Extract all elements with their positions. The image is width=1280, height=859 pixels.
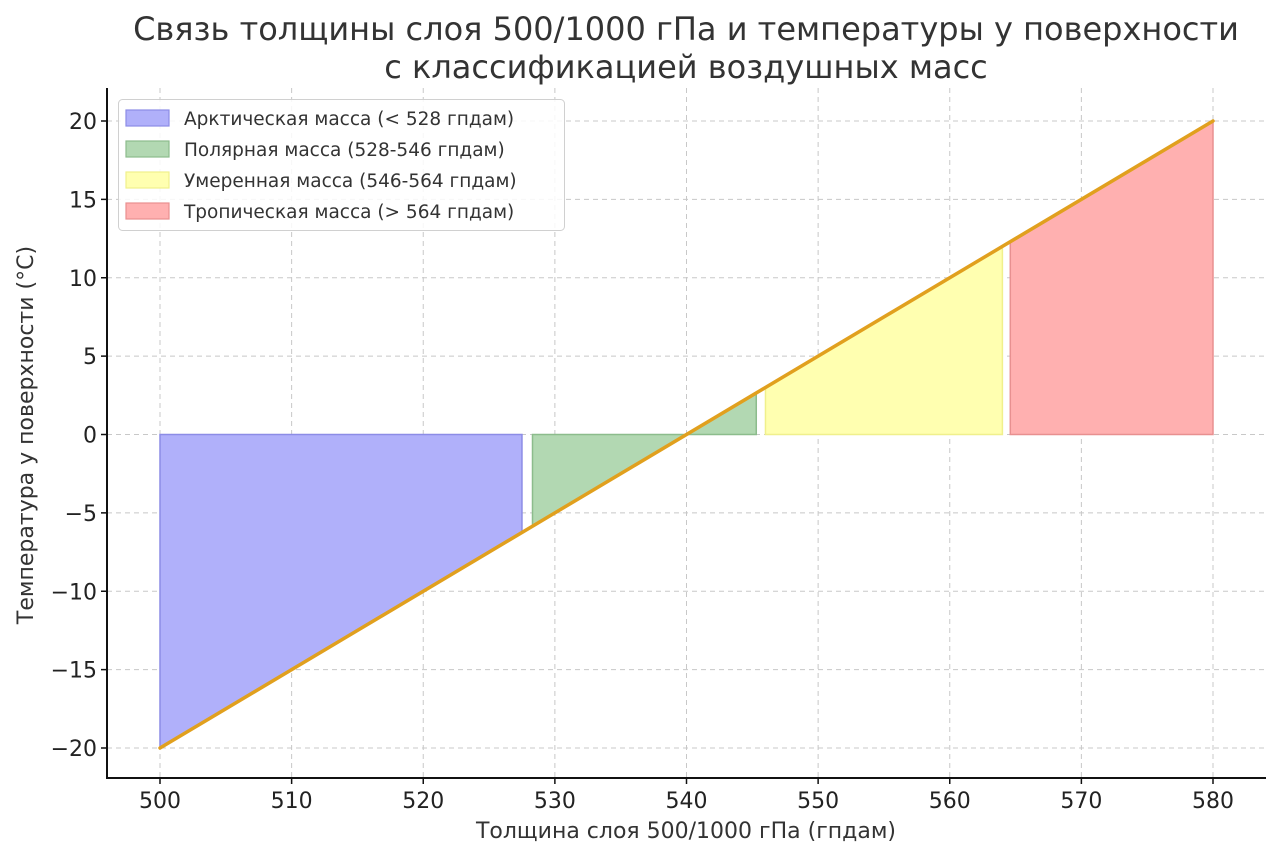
y-axis-ticks: 20 15 10 5 0 −5 −10 −15 −20 xyxy=(51,110,107,762)
y-tick-label: 10 xyxy=(69,267,97,292)
region-temperate xyxy=(764,245,1004,436)
y-tick-label: −10 xyxy=(51,580,97,605)
legend-swatch-temperate xyxy=(125,171,170,189)
y-tick-label: 15 xyxy=(69,188,97,213)
x-tick-label: 500 xyxy=(139,789,181,814)
legend-swatch-polar xyxy=(125,140,170,158)
region-tropical xyxy=(1009,119,1214,436)
x-tick-label: 550 xyxy=(797,789,839,814)
x-tick-label: 520 xyxy=(402,789,444,814)
legend-label-polar: Полярная масса (528-546 гпдам) xyxy=(184,140,505,161)
legend-label-arctic: Арктическая масса (< 528 гпдам) xyxy=(184,109,514,130)
x-tick-label: 510 xyxy=(271,789,313,814)
y-tick-label: 20 xyxy=(69,110,97,135)
x-axis-label: Толщина слоя 500/1000 гПа (гпдам) xyxy=(475,819,896,844)
y-tick-label: 0 xyxy=(83,424,97,449)
y-tick-label: −20 xyxy=(51,737,97,762)
legend-box xyxy=(118,99,565,231)
y-axis-label: Температура у поверхности (°C) xyxy=(14,246,39,625)
x-tick-label: 560 xyxy=(929,789,971,814)
legend-swatch-arctic xyxy=(125,109,170,127)
legend-label-tropical: Тропическая масса (> 564 гпдам) xyxy=(183,202,514,223)
chart-title-line-1: Связь толщины слоя 500/1000 гПа и темпер… xyxy=(133,10,1239,48)
legend-swatch-tropical xyxy=(125,202,170,220)
legend: Арктическая масса (< 528 гпдам) Полярная… xyxy=(118,99,565,231)
legend-item-temperate: Умеренная масса (546-564 гпдам) xyxy=(125,171,517,192)
y-tick-label: −15 xyxy=(51,659,97,684)
legend-item-tropical: Тропическая масса (> 564 гпдам) xyxy=(125,202,514,223)
y-tick-label: 5 xyxy=(83,345,97,370)
x-tick-label: 540 xyxy=(666,789,708,814)
temperature-line xyxy=(158,119,1215,750)
x-axis-ticks: 500 510 520 530 540 550 560 570 580 xyxy=(139,778,1234,814)
chart-title-line-2: с классификацией воздушных масс xyxy=(384,48,988,86)
legend-label-temperate: Умеренная масса (546-564 гпдам) xyxy=(184,171,517,192)
y-tick-label: −5 xyxy=(65,502,97,527)
x-tick-label: 530 xyxy=(534,789,576,814)
legend-item-polar: Полярная масса (528-546 гпдам) xyxy=(125,140,505,161)
x-tick-label: 570 xyxy=(1060,789,1102,814)
x-tick-label: 580 xyxy=(1192,789,1234,814)
legend-item-arctic: Арктическая масса (< 528 гпдам) xyxy=(125,109,514,130)
temperature-line-path xyxy=(158,119,1215,750)
